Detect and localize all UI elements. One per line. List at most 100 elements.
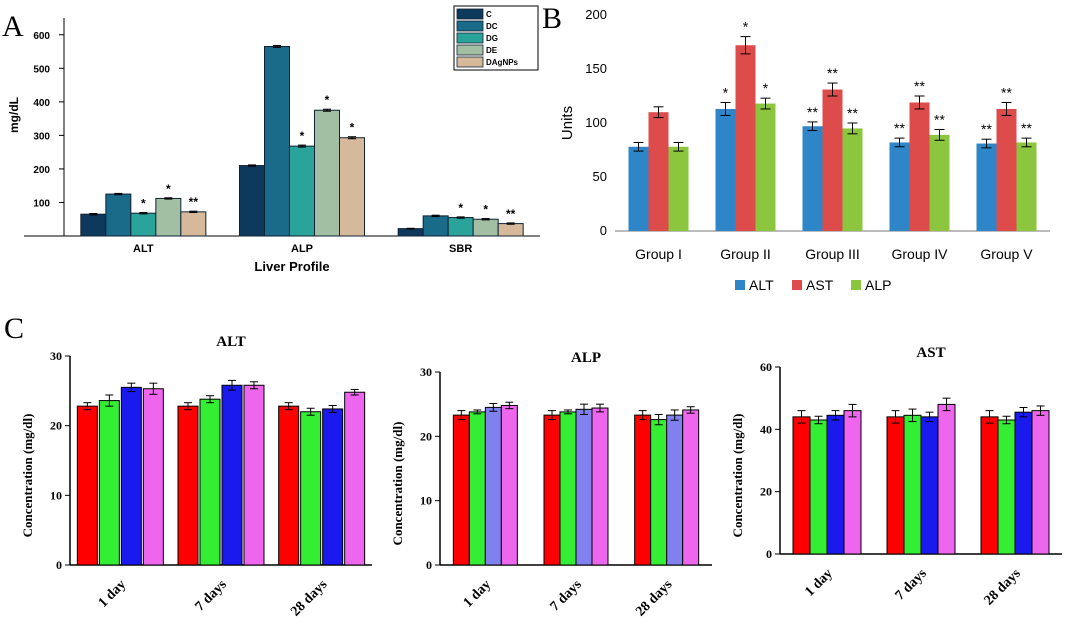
bar [826, 414, 845, 555]
y-tick-label: 0 [600, 223, 607, 238]
legend-label: ALP [865, 277, 891, 293]
legend-swatch [851, 280, 861, 290]
bar [628, 146, 649, 231]
y-tick-label: 150 [585, 61, 607, 76]
legend-swatch [456, 8, 484, 20]
bar [735, 45, 756, 231]
y-tick-label: 10 [50, 488, 62, 502]
x-tick-label: Group II [720, 246, 771, 262]
legend-label: DAgNPs [486, 58, 519, 67]
bar [792, 416, 811, 555]
bar [591, 407, 609, 566]
y-tick-label: 30 [420, 365, 432, 379]
legend-label: C [486, 10, 492, 19]
bar [289, 145, 315, 237]
chart-title: ALT [216, 334, 245, 350]
significance-marker: ** [1021, 120, 1032, 136]
x-tick-label: Group III [805, 246, 859, 262]
bar [1014, 411, 1033, 555]
y-axis-label: Units [559, 106, 576, 140]
bar [142, 388, 164, 566]
bar [802, 126, 823, 231]
significance-marker: ** [827, 65, 838, 81]
bar [1031, 410, 1050, 555]
bar [668, 146, 689, 231]
significance-marker: ** [894, 120, 905, 136]
x-tick-label: 1 day [96, 577, 129, 610]
bar [422, 215, 449, 237]
bar [452, 414, 470, 566]
y-tick-label: 40 [760, 422, 772, 436]
significance-marker: * [763, 80, 769, 96]
x-tick-label: SBR [449, 243, 472, 255]
bar [264, 46, 290, 237]
y-tick-label: 200 [585, 7, 607, 22]
y-axis-label: Concentration (mg/dl) [390, 422, 405, 546]
x-tick-label: Group IV [891, 246, 948, 262]
x-axis-label: Liver Profile [254, 259, 329, 274]
panel-label-c: C [4, 312, 24, 345]
legend-label: ALT [749, 277, 774, 293]
y-axis-label: Concentration (mg/dl) [20, 414, 35, 538]
legend-label: DG [486, 34, 498, 43]
significance-marker: * [325, 93, 330, 107]
bar [199, 398, 221, 566]
bar [980, 416, 999, 555]
significance-marker: ** [847, 105, 858, 121]
bar [497, 223, 524, 237]
legend-label: DE [486, 46, 498, 55]
bar [177, 405, 199, 566]
bar [239, 165, 265, 237]
x-tick-label: Group V [980, 246, 1033, 262]
bar [682, 409, 700, 566]
bar [322, 408, 344, 566]
significance-marker: * [743, 19, 749, 35]
significance-marker: ** [934, 111, 945, 127]
y-tick-label: 0 [426, 558, 432, 572]
bar [314, 109, 340, 237]
legend-swatch [456, 44, 484, 56]
significance-marker: * [350, 121, 355, 135]
chart-c-ast: 0 20 40 60 1 day 7 days 28 days Concentration (… [730, 345, 1062, 608]
bar [976, 143, 997, 231]
bar [180, 211, 207, 237]
bar [80, 213, 107, 237]
significance-marker: ** [1001, 84, 1012, 100]
bar [920, 416, 939, 555]
bar [447, 217, 474, 237]
bar [155, 197, 182, 237]
bar [278, 405, 300, 566]
bar [842, 128, 863, 231]
bar [500, 404, 518, 566]
bar [666, 414, 684, 566]
chart-c-alp: 0 10 20 30 1 day 7 days 28 days Concentration (… [390, 350, 712, 619]
bar [344, 391, 366, 566]
x-tick-label: 28 days [288, 577, 331, 620]
legend-swatch [735, 280, 745, 290]
legend-swatch [792, 280, 802, 290]
bar [397, 228, 424, 237]
bar [809, 419, 828, 555]
bar [648, 112, 669, 231]
bar [903, 414, 922, 555]
legend-swatch [456, 56, 484, 68]
bar [889, 142, 910, 231]
significance-marker: ** [506, 207, 516, 221]
bar [98, 400, 120, 566]
y-tick-label: 20 [420, 429, 432, 443]
panel-label-a: A [2, 10, 24, 43]
bar [650, 419, 668, 566]
y-tick-label: 300 [33, 131, 50, 142]
x-tick-label: 7 days [548, 577, 586, 615]
significance-marker: ** [914, 78, 925, 94]
bar [120, 386, 142, 566]
legend-swatch [456, 20, 484, 32]
y-tick-label: 20 [760, 485, 772, 499]
significance-marker: * [166, 182, 171, 196]
y-tick-label: 100 [33, 198, 50, 209]
x-tick-label: 28 days [633, 577, 676, 620]
bar [105, 193, 132, 237]
chart-title: ALP [571, 350, 601, 366]
bar [843, 410, 862, 555]
